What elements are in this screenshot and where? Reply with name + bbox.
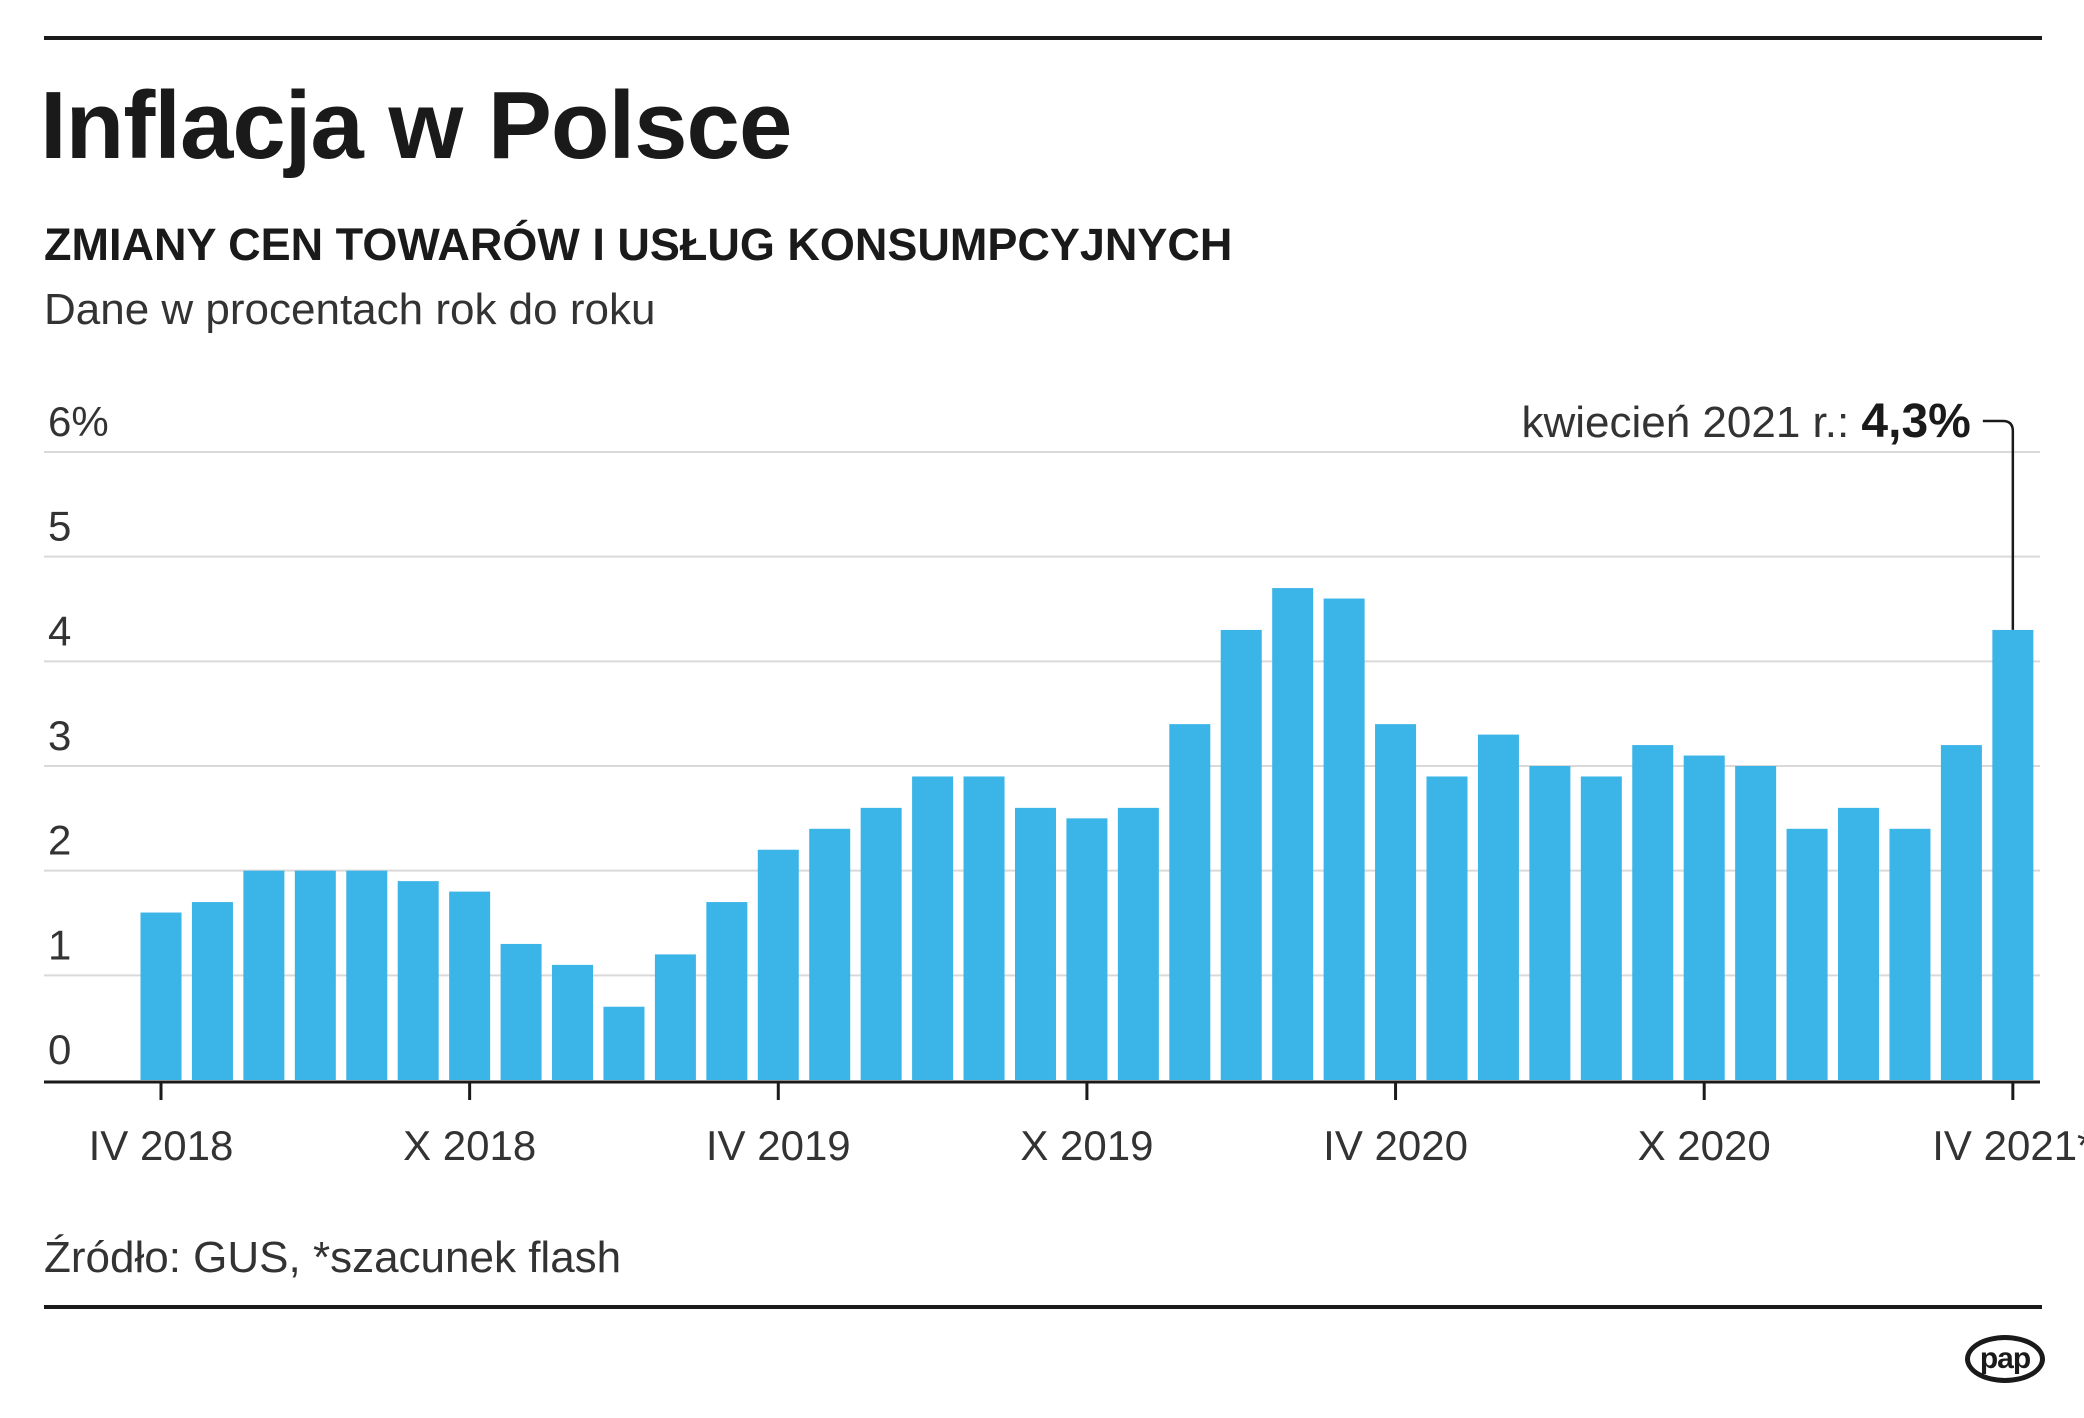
bar bbox=[552, 964, 594, 1080]
bar bbox=[1117, 807, 1159, 1080]
bar bbox=[449, 891, 491, 1080]
x-tick-label: IV 2018 bbox=[89, 1122, 234, 1169]
bar bbox=[1889, 828, 1931, 1080]
bar bbox=[809, 828, 851, 1080]
annotation-label: kwiecień 2021 r.: 4,3% bbox=[1521, 395, 1970, 448]
bar bbox=[1169, 724, 1211, 1080]
bar bbox=[1735, 766, 1777, 1080]
unit-note: Dane w procentach rok do roku bbox=[44, 285, 656, 334]
bar bbox=[346, 870, 388, 1080]
bar bbox=[860, 807, 902, 1080]
bars bbox=[140, 588, 2034, 1080]
bar bbox=[1632, 745, 1674, 1080]
bar bbox=[500, 943, 542, 1080]
bottom-rule bbox=[44, 1305, 2042, 1309]
bar bbox=[1529, 766, 1571, 1080]
bar bbox=[243, 870, 285, 1080]
bar bbox=[1940, 745, 1982, 1080]
bar bbox=[603, 1006, 645, 1080]
bar bbox=[1014, 807, 1056, 1080]
annotation: kwiecień 2021 r.: 4,3% bbox=[1521, 395, 2015, 630]
y-axis-ticks: 0 1 2 3 4 5 6% bbox=[48, 398, 109, 1073]
x-tick-label: X 2020 bbox=[1638, 1122, 1771, 1169]
y-tick-label: 3 bbox=[48, 712, 71, 759]
chart-title: Inflacja w Polsce bbox=[40, 72, 792, 179]
bar bbox=[963, 776, 1005, 1080]
y-tick-label: 4 bbox=[48, 607, 71, 654]
top-rule bbox=[44, 36, 2042, 40]
bar bbox=[912, 776, 954, 1080]
x-tick-label: X 2018 bbox=[403, 1122, 536, 1169]
source-note: Źródło: GUS, *szacunek flash bbox=[44, 1233, 622, 1282]
bar bbox=[191, 902, 233, 1080]
y-tick-label: 1 bbox=[48, 921, 71, 968]
x-axis: IV 2018 X 2018 IV 2019 X 2019 IV 2020 X 2020 I… bbox=[44, 1080, 2084, 1169]
bar bbox=[397, 881, 439, 1080]
annotation-value: 4,3% bbox=[1861, 395, 1970, 448]
bar bbox=[1838, 807, 1880, 1080]
bar bbox=[1683, 755, 1725, 1080]
annotation-leader-line bbox=[1982, 419, 2015, 630]
annotation-month: kwiecień 2021 r.: bbox=[1521, 398, 1861, 447]
pap-logo: pap bbox=[1965, 1335, 2045, 1383]
bar bbox=[757, 849, 799, 1080]
y-tick-label: 2 bbox=[48, 817, 71, 864]
y-tick-label: 6% bbox=[48, 398, 109, 445]
bar bbox=[1066, 818, 1108, 1080]
y-tick-label: 5 bbox=[48, 503, 71, 550]
bar bbox=[140, 912, 182, 1080]
x-tick-label: IV 2021* bbox=[1932, 1122, 2084, 1169]
bar bbox=[294, 870, 336, 1080]
bar bbox=[1375, 724, 1417, 1080]
bar bbox=[706, 902, 748, 1080]
bar bbox=[1992, 629, 2034, 1080]
x-tick-label: X 2019 bbox=[1020, 1122, 1153, 1169]
x-tick-label: IV 2019 bbox=[706, 1122, 851, 1169]
bar bbox=[1580, 776, 1622, 1080]
bar bbox=[1786, 828, 1828, 1080]
y-tick-label: 0 bbox=[48, 1026, 71, 1073]
bar bbox=[1477, 734, 1519, 1080]
bar bbox=[1323, 598, 1365, 1080]
bar bbox=[1272, 588, 1314, 1080]
bar bbox=[1220, 629, 1262, 1080]
x-tick-label: IV 2020 bbox=[1323, 1122, 1468, 1169]
bar bbox=[654, 954, 696, 1080]
chart-subtitle: ZMIANY CEN TOWARÓW I USŁUG KONSUMPCYJNYC… bbox=[44, 219, 1233, 270]
bar bbox=[1426, 776, 1468, 1080]
